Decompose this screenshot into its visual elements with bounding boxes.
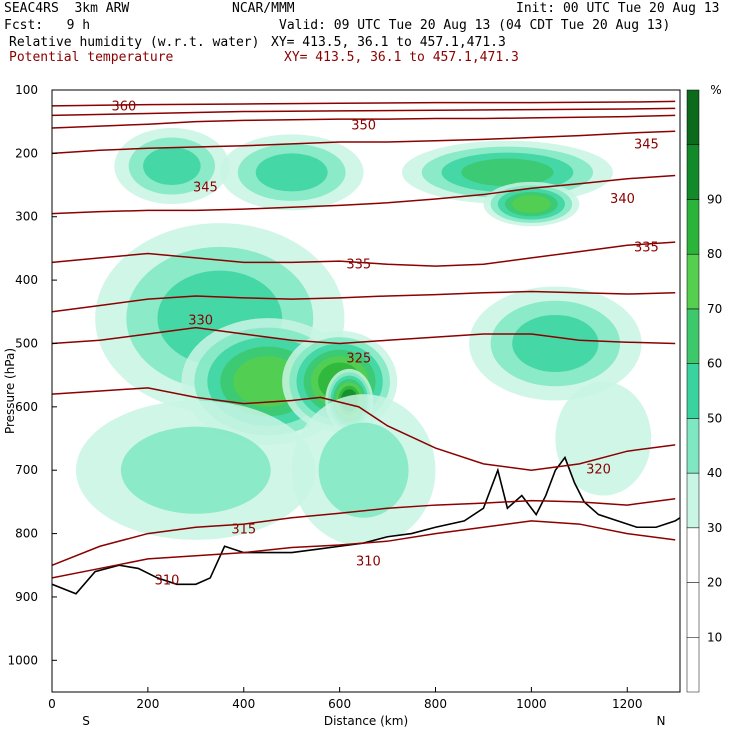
colorbar-swatch: [686, 308, 700, 364]
y-tick-label: 500: [15, 336, 38, 350]
contour-label: 310: [155, 573, 180, 588]
theta-contour-310: [52, 520, 676, 579]
rh-region: [461, 158, 554, 187]
field2-xy: XY= 413.5, 36.1 to 457.1,471.3: [284, 50, 519, 65]
valid-time: Valid: 09 UTC Tue 20 Aug 13 (04 CDT Tue …: [279, 18, 671, 33]
rh-region: [555, 381, 652, 496]
colorbar-level-label: 30: [707, 521, 722, 535]
theta-contour-345: [52, 130, 676, 155]
rh-region: [512, 195, 551, 213]
terrain-fill: [52, 457, 680, 692]
theta-contour-340: [52, 174, 676, 215]
contour-label: 335: [346, 258, 371, 273]
forecast-hour: Fcst: 9 h: [4, 18, 91, 33]
rh-region: [143, 147, 201, 186]
x-tick-label: 200: [136, 697, 159, 711]
x-end-label-north: N: [657, 714, 666, 728]
y-tick-label: 1000: [7, 653, 38, 667]
colorbar-level-label: 70: [707, 302, 722, 316]
y-tick-label: 700: [15, 463, 38, 477]
colorbar-level-label: 20: [707, 576, 722, 590]
rh-region: [318, 422, 409, 518]
y-tick-label: 200: [15, 146, 38, 160]
x-tick-label: 1000: [516, 697, 547, 711]
theta-contour-335: [52, 241, 676, 267]
theta-contour-330: [52, 290, 676, 313]
contour-label: 310: [356, 554, 381, 569]
x-tick-label: 0: [48, 697, 56, 711]
x-tick-label: 800: [424, 697, 447, 711]
colorbar-level-label: 60: [707, 357, 722, 371]
rh-region: [255, 153, 328, 192]
colorbar-swatch: [686, 582, 700, 638]
theta-contour-355: [52, 107, 676, 117]
y-axis-label: Pressure (hPa): [3, 348, 17, 434]
theta-contour-315: [52, 497, 676, 566]
colorbar-level-label: 50: [707, 411, 722, 425]
colorbar-swatch: [686, 363, 700, 419]
init-time: Init: 00 UTC Tue 20 Aug 13: [516, 1, 720, 16]
rh-region: [512, 314, 599, 372]
contour-label: 340: [610, 192, 635, 207]
colorbar-swatch: [686, 472, 700, 529]
y-tick-label: 800: [15, 527, 38, 541]
field1-xy: XY= 413.5, 36.1 to 457.1,471.3: [271, 35, 506, 50]
rh-fill-layer: [75, 128, 652, 547]
axis-layer: 0 200 400 600 800 1000 1200 100 200 300 400 500 600 7…: [7, 83, 642, 711]
org-label: NCAR/MMM: [232, 1, 295, 16]
colorbar-swatch: [686, 418, 700, 474]
contour-label: 360: [111, 99, 136, 114]
terrain-line: [52, 455, 680, 595]
theta-contour-320: [52, 387, 676, 471]
theta-contour-350: [52, 114, 676, 129]
contour-label: 345: [193, 180, 218, 195]
colorbar-swatch: [686, 144, 700, 200]
colorbar-level-label: 80: [707, 247, 722, 261]
contour-label-layer: 360 350 345 345 340 335 335 330 325 320 315 310 310: [111, 99, 658, 588]
field2-label: Potential temperature: [9, 50, 174, 65]
y-tick-label: 600: [15, 400, 38, 414]
y-tick-label: 400: [15, 273, 38, 287]
plot-frame: [51, 89, 681, 693]
contour-label: 320: [586, 462, 611, 477]
x-tick-label: 1200: [612, 697, 643, 711]
theta-contour-325: [52, 326, 676, 345]
colorbar-swatch: [686, 637, 700, 693]
colorbar: 10 20 30 40 50 60 70 80 90: [686, 89, 722, 693]
colorbar-level-label: 40: [707, 466, 722, 480]
contour-label: 350: [351, 118, 376, 133]
colorbar-unit: %: [710, 83, 721, 97]
x-axis-label: Distance (km): [324, 714, 408, 728]
x-tick-label: 400: [232, 697, 255, 711]
rh-region: [120, 426, 271, 514]
theta-contour-360: [52, 100, 676, 107]
contour-label: 315: [231, 523, 256, 538]
contour-label: 330: [188, 313, 213, 328]
x-tick-label: 600: [328, 697, 351, 711]
field1-label: Relative humidity (w.r.t. water): [9, 35, 260, 50]
contour-label: 345: [634, 137, 659, 152]
x-end-label-south: S: [82, 714, 90, 728]
colorbar-level-label: 10: [707, 630, 722, 644]
colorbar-swatch: [686, 199, 700, 255]
model-title: SEAC4RS 3km ARW: [4, 1, 130, 16]
contour-label: 325: [346, 351, 371, 366]
colorbar-swatch: [686, 89, 700, 145]
y-tick-label: 100: [15, 83, 38, 97]
y-tick-label: 300: [15, 210, 38, 224]
terrain-layer: [52, 455, 680, 692]
y-tick-label: 900: [15, 590, 38, 604]
theta-contour-layer: [52, 100, 676, 579]
contour-label: 335: [634, 241, 659, 256]
colorbar-swatch: [686, 527, 700, 583]
colorbar-level-label: 90: [707, 192, 722, 206]
colorbar-swatch: [686, 253, 700, 310]
